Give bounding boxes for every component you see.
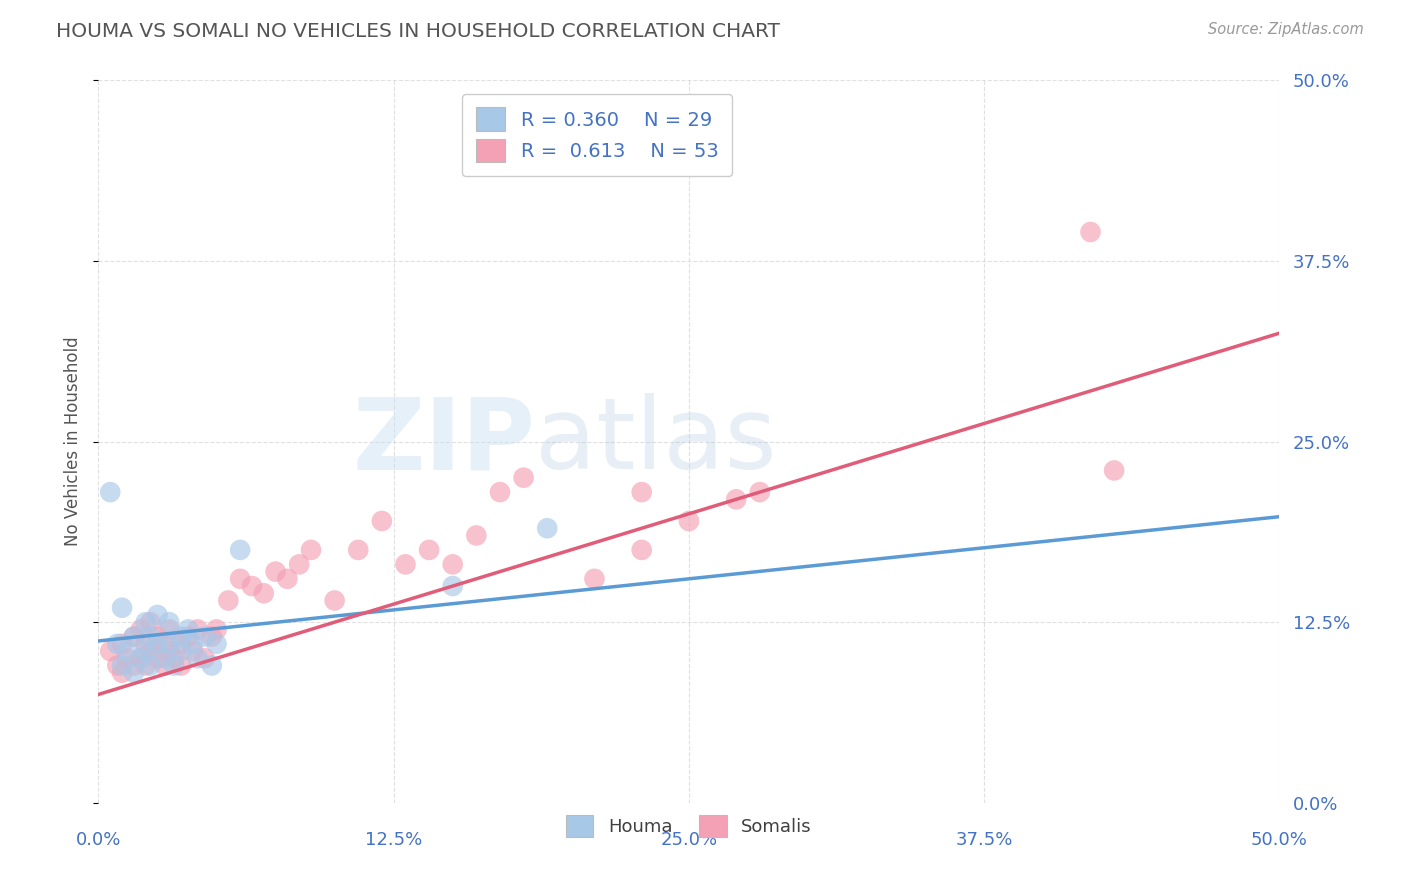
Point	[276, 572, 298, 586]
Point	[205, 623, 228, 637]
Point	[146, 651, 169, 665]
Point	[139, 644, 162, 658]
Point	[139, 630, 162, 644]
Point	[135, 658, 157, 673]
Point	[489, 485, 512, 500]
Legend: Houma, Somalis: Houma, Somalis	[560, 808, 818, 845]
Point	[122, 630, 145, 644]
Point	[418, 542, 440, 557]
Point	[111, 637, 134, 651]
Point	[187, 623, 209, 637]
Point	[153, 651, 176, 665]
Point	[441, 558, 464, 572]
Point	[105, 637, 128, 651]
Point	[139, 658, 162, 673]
Point	[170, 637, 193, 651]
Point	[115, 644, 138, 658]
Point	[187, 651, 209, 665]
Point	[98, 485, 121, 500]
Point	[170, 644, 193, 658]
Point	[153, 637, 176, 651]
Point	[181, 644, 204, 658]
Text: HOUMA VS SOMALI NO VEHICLES IN HOUSEHOLD CORRELATION CHART: HOUMA VS SOMALI NO VEHICLES IN HOUSEHOLD…	[56, 22, 780, 41]
Point	[111, 665, 134, 680]
Point	[512, 470, 534, 484]
Point	[371, 514, 394, 528]
Point	[299, 542, 322, 557]
Point	[201, 658, 224, 673]
Text: 37.5%: 37.5%	[956, 830, 1012, 848]
Point	[201, 630, 224, 644]
Point	[163, 651, 186, 665]
Point	[177, 630, 200, 644]
Text: ZIP: ZIP	[353, 393, 536, 490]
Point	[748, 485, 770, 500]
Point	[1080, 225, 1102, 239]
Point	[630, 542, 652, 557]
Point	[129, 651, 152, 665]
Point	[181, 637, 204, 651]
Point	[122, 658, 145, 673]
Point	[194, 651, 217, 665]
Point	[1102, 463, 1125, 477]
Point	[170, 630, 193, 644]
Point	[115, 651, 138, 665]
Point	[146, 607, 169, 622]
Point	[725, 492, 748, 507]
Point	[146, 630, 169, 644]
Point	[323, 593, 346, 607]
Point	[229, 572, 252, 586]
Point	[122, 665, 145, 680]
Point	[153, 658, 176, 673]
Point	[129, 623, 152, 637]
Point	[347, 542, 370, 557]
Point	[146, 637, 169, 651]
Point	[205, 637, 228, 651]
Point	[194, 630, 217, 644]
Text: 25.0%: 25.0%	[661, 830, 717, 848]
Text: atlas: atlas	[536, 393, 778, 490]
Point	[217, 593, 239, 607]
Point	[157, 637, 180, 651]
Point	[135, 644, 157, 658]
Point	[122, 630, 145, 644]
Text: Source: ZipAtlas.com: Source: ZipAtlas.com	[1208, 22, 1364, 37]
Y-axis label: No Vehicles in Household: No Vehicles in Household	[65, 336, 83, 547]
Point	[135, 615, 157, 630]
Point	[253, 586, 276, 600]
Point	[229, 542, 252, 557]
Point	[129, 651, 152, 665]
Point	[139, 615, 162, 630]
Point	[163, 658, 186, 673]
Point	[177, 623, 200, 637]
Point	[678, 514, 700, 528]
Text: 0.0%: 0.0%	[76, 830, 121, 848]
Point	[170, 658, 193, 673]
Point	[157, 644, 180, 658]
Point	[157, 615, 180, 630]
Point	[394, 558, 416, 572]
Point	[111, 658, 134, 673]
Point	[135, 637, 157, 651]
Point	[583, 572, 606, 586]
Point	[157, 623, 180, 637]
Point	[240, 579, 263, 593]
Point	[536, 521, 558, 535]
Point	[630, 485, 652, 500]
Point	[111, 600, 134, 615]
Point	[441, 579, 464, 593]
Point	[288, 558, 311, 572]
Point	[264, 565, 287, 579]
Point	[465, 528, 488, 542]
Point	[98, 644, 121, 658]
Text: 12.5%: 12.5%	[366, 830, 422, 848]
Point	[105, 658, 128, 673]
Text: 50.0%: 50.0%	[1251, 830, 1308, 848]
